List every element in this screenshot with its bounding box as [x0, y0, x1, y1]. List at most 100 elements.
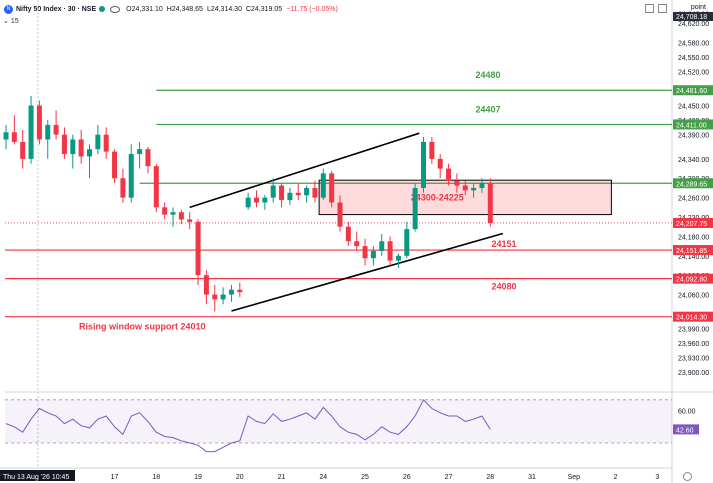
candle-body	[479, 183, 485, 188]
time-label: 20	[236, 474, 244, 481]
candle-body	[20, 141, 26, 159]
candle-body	[36, 105, 42, 140]
price-tick-label: 24,180.00	[678, 234, 709, 241]
candle-body	[212, 294, 218, 300]
candle-body	[262, 197, 268, 203]
candle-body	[162, 207, 168, 215]
candle-body	[53, 124, 59, 135]
channel-line	[189, 132, 420, 209]
time-label: 31	[528, 474, 536, 481]
time-label: 3	[655, 474, 659, 481]
symbol-legend[interactable]: N Nifty 50 Index · 30 · NSE O24,331.10 H…	[4, 2, 342, 16]
candle-body	[245, 197, 251, 208]
price-tag-label: 24,289.65	[676, 181, 707, 188]
price-tag	[673, 273, 713, 284]
candle-body	[379, 241, 385, 251]
candle-body	[78, 139, 84, 157]
price-tag-label: 24,708.18	[676, 14, 707, 21]
candle-body	[195, 221, 201, 276]
visibility-eye-icon[interactable]	[110, 5, 121, 13]
price-tag	[673, 119, 713, 130]
price-tick-label: 23,960.00	[678, 341, 709, 348]
price-tag-label: 24,207.75	[676, 221, 707, 228]
candle-body	[395, 255, 401, 261]
price-tick-label: 23,990.00	[678, 326, 709, 333]
time-label: 17	[111, 474, 119, 481]
candle-body	[137, 149, 143, 155]
candle-body	[304, 187, 310, 196]
price-tag	[673, 85, 713, 96]
ohlc-open: O24,331.10	[126, 5, 163, 13]
candle-body	[70, 139, 76, 155]
candle-body	[320, 173, 326, 198]
time-label: 2	[614, 474, 618, 481]
level-label: 24080	[491, 282, 516, 292]
channel-line	[231, 232, 504, 312]
candle-body	[112, 151, 118, 179]
price-tick-label: 24,450.00	[678, 104, 709, 111]
time-label: 19	[194, 474, 202, 481]
ohlc-close: C24,319.05	[245, 5, 283, 13]
candle-body	[404, 229, 410, 256]
chart-toolbar	[645, 4, 667, 13]
candle-body	[429, 141, 435, 159]
ohlc-low: L24,314.30	[206, 5, 242, 13]
candle-body	[387, 241, 393, 261]
candle-body	[487, 183, 493, 223]
price-tick-label: 24,140.00	[678, 254, 709, 261]
price-tag	[673, 311, 713, 322]
market-status-icon	[99, 6, 106, 12]
candle-body	[279, 185, 285, 201]
price-tag-label: 24,481.60	[676, 88, 707, 95]
candle-body	[354, 241, 360, 247]
indicator-collapse[interactable]: ⌄ 15	[3, 18, 19, 25]
level-label: 24480	[475, 70, 500, 80]
scale-mode-label[interactable]: point	[690, 4, 706, 11]
candle-body	[329, 173, 335, 203]
rsi-value-tag	[673, 424, 699, 435]
price-tick-label: 24,060.00	[678, 293, 709, 300]
candle-body	[170, 212, 176, 215]
candle-body	[11, 132, 17, 142]
gear-icon[interactable]	[683, 472, 692, 481]
candle-body	[437, 158, 443, 169]
candles	[3, 95, 493, 312]
settings-icon[interactable]	[658, 4, 667, 13]
candle-body	[187, 219, 193, 222]
time-label: 24	[319, 474, 327, 481]
candle-body	[87, 149, 92, 157]
time-label: 26	[403, 474, 411, 481]
candle-body	[103, 134, 109, 152]
candle-body	[462, 185, 468, 191]
candle-body	[203, 275, 209, 295]
level-label: 24151	[491, 239, 516, 249]
time-label: 25	[361, 474, 369, 481]
ohlc-change: −11.75 (−0.05%)	[286, 5, 338, 13]
price-tick-label: 24,580.00	[678, 41, 709, 48]
zone-label: 24300-24225	[411, 192, 464, 202]
candle-body	[45, 124, 51, 140]
maximize-icon[interactable]	[645, 4, 654, 13]
candle-body	[471, 187, 477, 191]
candle-body	[337, 202, 343, 227]
candle-body	[454, 180, 460, 186]
candle-body	[153, 166, 159, 208]
candle-body	[370, 250, 376, 259]
price-tick-label: 23,900.00	[678, 370, 709, 377]
symbol-title[interactable]: Nifty 50 Index · 30 · NSE	[16, 5, 97, 13]
price-tick-label: 24,520.00	[678, 70, 709, 77]
time-label: 28	[486, 474, 494, 481]
price-tick-label: 23,930.00	[678, 356, 709, 363]
candle-body	[220, 294, 226, 300]
price-tags: 24,481.60 24,411.00 24,289.65 24,207.75 24,1…	[673, 12, 713, 322]
candle-body	[412, 187, 418, 230]
price-tag-label: 24,014.30	[676, 315, 707, 322]
candle-body	[3, 132, 9, 140]
candle-body	[270, 185, 276, 198]
time-label: Sep	[568, 474, 581, 481]
rsi-axis-label: 60.00	[678, 409, 696, 416]
price-tick-label: 24,620.00	[678, 21, 709, 28]
rsi-band	[5, 399, 672, 443]
